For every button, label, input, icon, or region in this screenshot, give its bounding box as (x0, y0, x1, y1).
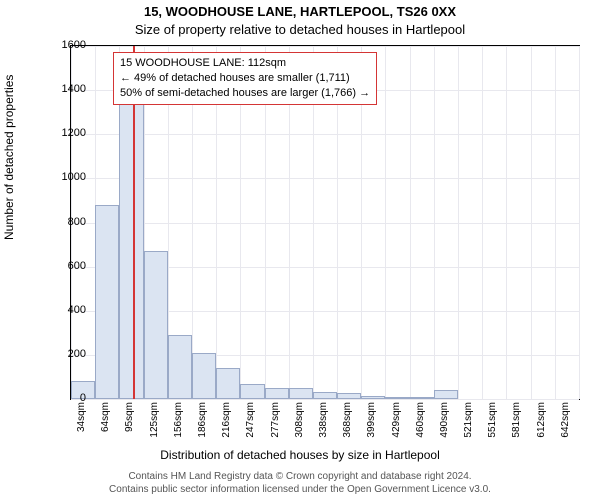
histogram-bar (144, 251, 168, 399)
x-tick-label: 216sqm (221, 402, 232, 442)
gridline-v (458, 46, 459, 399)
x-tick-label: 277sqm (270, 402, 281, 442)
histogram-bar (289, 388, 313, 399)
annotation-line3: 50% of semi-detached houses are larger (… (120, 86, 370, 101)
x-tick-label: 34sqm (76, 402, 87, 442)
x-tick-label: 551sqm (487, 402, 498, 442)
plot-area: 15 WOODHOUSE LANE: 112sqm ← 49% of detac… (70, 45, 580, 400)
annotation-box: 15 WOODHOUSE LANE: 112sqm ← 49% of detac… (113, 52, 377, 105)
x-tick-label: 64sqm (100, 402, 111, 442)
histogram-bar (192, 353, 216, 399)
y-tick-label: 1600 (46, 39, 86, 51)
y-tick-label: 600 (46, 260, 86, 272)
x-tick-label: 95sqm (124, 402, 135, 442)
x-tick-label: 399sqm (366, 402, 377, 442)
histogram-bar (410, 397, 434, 399)
histogram-bar (361, 396, 385, 399)
gridline-h (71, 134, 579, 135)
histogram-bar (240, 384, 264, 399)
footer-text: Contains HM Land Registry data © Crown c… (0, 470, 600, 496)
x-tick-label: 642sqm (560, 402, 571, 442)
gridline-h (71, 46, 579, 47)
x-tick-label: 612sqm (536, 402, 547, 442)
x-tick-label: 521sqm (463, 402, 474, 442)
histogram-bar (313, 392, 337, 399)
histogram-bar (265, 388, 289, 399)
gridline-h (71, 178, 579, 179)
gridline-v (506, 46, 507, 399)
histogram-bar (95, 205, 119, 399)
gridline-v (531, 46, 532, 399)
x-tick-label: 368sqm (342, 402, 353, 442)
x-tick-label: 429sqm (391, 402, 402, 442)
chart-title-line2: Size of property relative to detached ho… (0, 22, 600, 37)
footer-line2: Contains public sector information licen… (0, 483, 600, 496)
x-tick-label: 490sqm (439, 402, 450, 442)
gridline-v (482, 46, 483, 399)
y-tick-label: 1200 (46, 127, 86, 139)
chart-title-line1: 15, WOODHOUSE LANE, HARTLEPOOL, TS26 0XX (0, 4, 600, 19)
x-tick-label: 156sqm (173, 402, 184, 442)
gridline-h (71, 399, 579, 400)
gridline-h (71, 223, 579, 224)
x-tick-label: 460sqm (415, 402, 426, 442)
gridline-v (555, 46, 556, 399)
x-tick-label: 247sqm (245, 402, 256, 442)
histogram-bar (434, 390, 458, 399)
gridline-v (434, 46, 435, 399)
annotation-line2: ← 49% of detached houses are smaller (1,… (120, 71, 370, 86)
y-tick-label: 1400 (46, 83, 86, 95)
y-tick-label: 400 (46, 304, 86, 316)
histogram-bar (119, 103, 143, 399)
x-tick-label: 308sqm (294, 402, 305, 442)
y-axis-label: Number of detached properties (2, 75, 16, 240)
histogram-bar (168, 335, 192, 399)
x-tick-label: 338sqm (318, 402, 329, 442)
y-tick-label: 1000 (46, 171, 86, 183)
x-tick-label: 125sqm (149, 402, 160, 442)
histogram-bar (337, 393, 361, 399)
y-tick-label: 200 (46, 348, 86, 360)
histogram-bar (385, 397, 409, 399)
gridline-v (410, 46, 411, 399)
x-tick-label: 581sqm (511, 402, 522, 442)
gridline-v (385, 46, 386, 399)
annotation-line1: 15 WOODHOUSE LANE: 112sqm (120, 56, 370, 71)
y-tick-label: 800 (46, 216, 86, 228)
histogram-bar (216, 368, 240, 399)
x-axis-label: Distribution of detached houses by size … (0, 448, 600, 462)
gridline-v (579, 46, 580, 399)
x-tick-label: 186sqm (197, 402, 208, 442)
footer-line1: Contains HM Land Registry data © Crown c… (0, 470, 600, 483)
